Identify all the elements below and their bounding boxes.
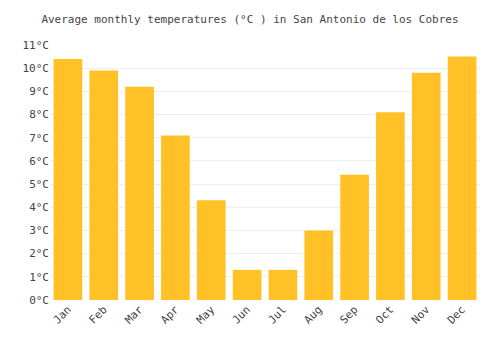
svg-text:Oct: Oct <box>373 303 396 326</box>
svg-text:10°C: 10°C <box>23 62 50 75</box>
svg-text:4°C: 4°C <box>29 201 49 214</box>
svg-text:7°C: 7°C <box>29 132 49 145</box>
svg-text:11°C: 11°C <box>23 39 50 52</box>
svg-text:0°C: 0°C <box>29 294 49 307</box>
svg-text:Sep: Sep <box>337 303 360 326</box>
svg-text:3°C: 3°C <box>29 224 49 237</box>
svg-text:Mar: Mar <box>122 303 146 327</box>
svg-text:Jul: Jul <box>266 303 289 326</box>
svg-text:Apr: Apr <box>158 303 182 327</box>
svg-text:5°C: 5°C <box>29 178 49 191</box>
svg-text:Feb: Feb <box>87 303 110 326</box>
svg-text:Average monthly temperatures (: Average monthly temperatures (°C ) in Sa… <box>41 13 458 26</box>
svg-text:2°C: 2°C <box>29 247 49 260</box>
svg-text:1°C: 1°C <box>29 271 49 284</box>
svg-text:May: May <box>194 303 218 327</box>
svg-text:Dec: Dec <box>445 303 468 326</box>
svg-text:6°C: 6°C <box>29 155 49 168</box>
svg-text:Jun: Jun <box>230 303 253 326</box>
svg-text:9°C: 9°C <box>29 85 49 98</box>
svg-text:8°C: 8°C <box>29 108 49 121</box>
svg-text:Aug: Aug <box>302 303 325 326</box>
svg-text:Nov: Nov <box>409 303 433 327</box>
svg-text:Jan: Jan <box>51 303 74 326</box>
